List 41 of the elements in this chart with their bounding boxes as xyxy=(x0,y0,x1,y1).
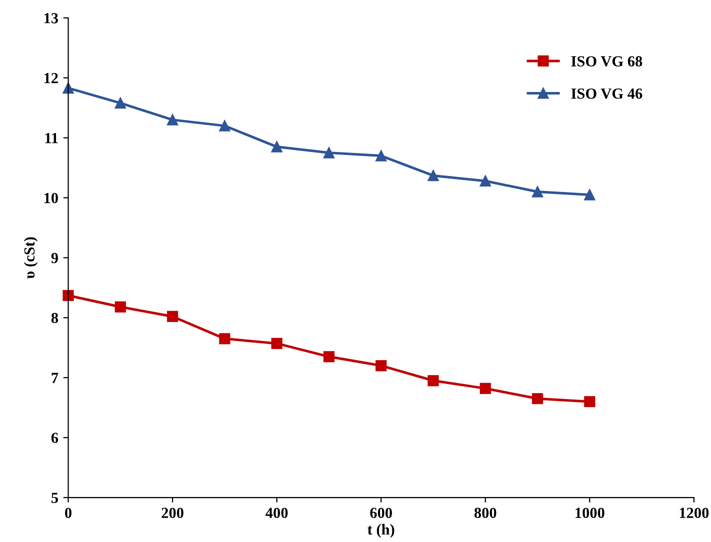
point xyxy=(166,310,178,322)
point xyxy=(532,393,544,404)
y-tick-label: 11 xyxy=(45,133,58,144)
x-tick-label: 200 xyxy=(162,508,184,518)
point xyxy=(166,114,178,126)
point xyxy=(271,338,282,350)
point xyxy=(323,147,335,158)
point xyxy=(428,375,439,386)
point xyxy=(480,175,491,187)
y-tick-label: 6 xyxy=(51,432,58,444)
y-tick-label: 13 xyxy=(44,13,58,24)
x-tick-label: 400 xyxy=(266,508,288,518)
x-tick-label: 0 xyxy=(65,508,72,518)
point xyxy=(584,189,596,200)
point xyxy=(428,170,439,182)
y-axis-title: υ (cSt) xyxy=(24,237,38,279)
point xyxy=(532,186,544,198)
point xyxy=(480,382,491,394)
point xyxy=(62,290,74,302)
y-tick-label: 12 xyxy=(44,73,58,84)
legend-label: ISO VG 46 xyxy=(571,88,642,99)
point xyxy=(376,360,387,372)
x-axis-title: t (h) xyxy=(368,524,394,538)
point xyxy=(114,301,126,312)
y-tick-label: 8 xyxy=(51,312,58,324)
y-tick-label: 10 xyxy=(44,192,58,204)
x-tick-label: 800 xyxy=(474,508,496,518)
point xyxy=(219,120,230,132)
y-tick-label: 9 xyxy=(51,252,58,264)
point xyxy=(114,97,126,109)
point xyxy=(219,333,230,344)
y-tick-label: 5 xyxy=(52,492,58,504)
point xyxy=(584,396,596,408)
legend-label: ISO VG 68 xyxy=(571,56,642,67)
point xyxy=(376,150,387,162)
y-tick-label: 7 xyxy=(52,372,58,383)
x-tick-label: 1200 xyxy=(680,508,709,518)
point xyxy=(323,351,335,362)
x-tick-label: 600 xyxy=(370,508,392,518)
point xyxy=(271,141,282,152)
x-tick-label: 1000 xyxy=(576,508,604,518)
